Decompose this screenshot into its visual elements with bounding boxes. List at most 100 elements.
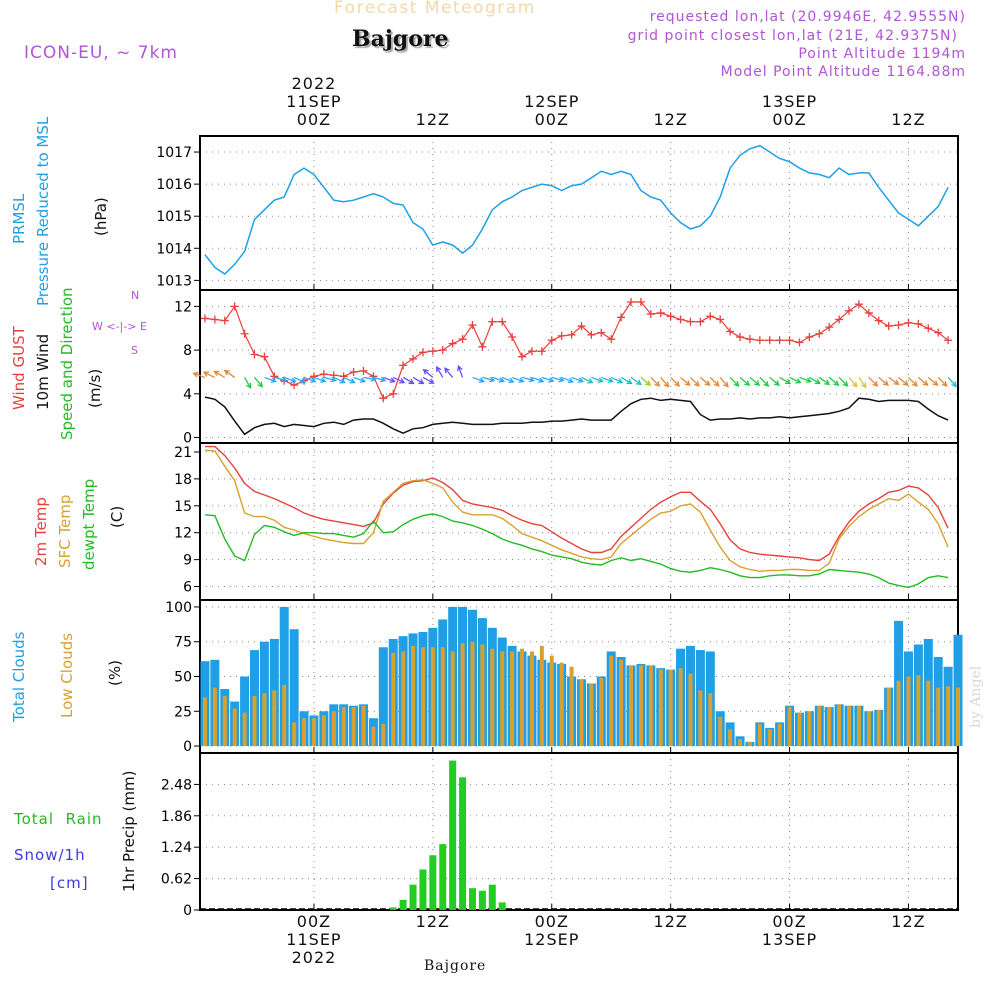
time-label-line: 12Z — [653, 912, 688, 931]
wind-arrow — [709, 376, 720, 387]
y-tick-label: 0 — [183, 431, 192, 447]
low-cloud-bar — [946, 686, 951, 747]
low-cloud-bar — [619, 659, 624, 747]
wind-arrow — [373, 376, 387, 383]
gust-marker — [914, 319, 923, 328]
tsfc-line — [204, 449, 949, 573]
low-cloud-bar — [470, 641, 475, 747]
y-tick-label: 100 — [165, 600, 192, 616]
gust-marker — [587, 330, 596, 339]
wind-arrow — [858, 377, 867, 389]
wind-arrow — [927, 376, 939, 387]
time-label-line: 12Z — [891, 110, 926, 129]
y-tick-label: 12 — [174, 526, 192, 542]
y-tick-label: 8 — [183, 343, 192, 359]
wind-arrow — [402, 376, 415, 385]
wind-arrow — [838, 376, 849, 387]
wind-arrow — [422, 368, 434, 378]
y-tick-label: 0 — [183, 739, 192, 755]
gust-marker — [656, 308, 665, 317]
time-label-line: 2022 — [291, 948, 337, 967]
y-tick-label: 2.48 — [161, 777, 192, 793]
low-cloud-bar — [638, 665, 643, 747]
low-cloud-bar — [510, 651, 515, 747]
wind-arrow — [293, 376, 307, 384]
low-cloud-bar — [847, 705, 852, 747]
gust-marker — [696, 317, 705, 326]
gust-marker — [924, 324, 933, 333]
total-rain-label: Total Rain — [14, 810, 103, 828]
wind-arrow — [690, 376, 700, 387]
y-tick-label: 1.24 — [161, 840, 192, 856]
gust-marker — [835, 315, 844, 324]
wind-arrow — [660, 377, 670, 388]
gust-marker — [627, 298, 636, 307]
gust-marker — [448, 339, 457, 348]
gust-marker — [389, 389, 398, 398]
time-label: 00Z 12SEP — [512, 913, 592, 949]
time-label: 12Z — [868, 111, 948, 129]
wind-arrow — [422, 376, 435, 384]
low-cloud-bar — [817, 705, 822, 747]
gust-marker — [438, 346, 447, 355]
gust-marker — [934, 328, 943, 337]
rain-bar — [468, 888, 476, 910]
wind-arrow — [799, 376, 813, 383]
low-cloud-bar — [282, 684, 287, 747]
gust-marker — [508, 332, 517, 341]
gust-marker — [686, 317, 695, 326]
t2m-line — [205, 445, 949, 562]
gust-marker — [884, 322, 893, 331]
time-label-line: 12SEP — [524, 930, 580, 949]
wind-arrow — [828, 376, 840, 387]
gust-marker — [518, 352, 527, 361]
gust-marker — [775, 336, 784, 345]
gust-marker — [944, 336, 953, 345]
time-label-line: 12Z — [653, 110, 688, 129]
wind-arrow — [501, 376, 515, 384]
low-cloud-bar — [747, 741, 752, 747]
low-cloud-bar — [272, 690, 277, 747]
time-label: 12SEP 00Z — [512, 93, 592, 129]
wind-arrow — [383, 376, 396, 383]
wind-arrow — [719, 377, 729, 388]
low-cloud-bar — [797, 712, 802, 747]
y-tick-label: 0.62 — [161, 872, 192, 888]
y-tick-label: 75 — [174, 635, 192, 651]
gust-marker — [557, 331, 566, 340]
y-tick-label: 1016 — [156, 177, 192, 193]
low-cloud-bar — [520, 648, 525, 747]
y-tick-label: 1015 — [156, 209, 192, 225]
wind-arrow — [789, 376, 802, 384]
time-label: 00Z 11SEP 2022 — [274, 913, 354, 967]
wind-arrow — [848, 377, 858, 388]
wind-arrow — [223, 369, 236, 378]
low-cloud-bar — [440, 647, 445, 747]
gust-marker — [607, 335, 616, 344]
time-label-line: 12Z — [415, 110, 450, 129]
low-cloud-bar — [420, 647, 425, 747]
low-cloud-bar — [668, 669, 673, 747]
gust-marker — [617, 313, 626, 322]
wind-arrow — [680, 376, 691, 387]
wind-arrow — [511, 376, 525, 383]
gust-marker — [745, 335, 754, 344]
wind-arrow — [283, 376, 297, 383]
rain-bar — [419, 869, 427, 910]
gust-marker — [458, 335, 467, 344]
low-cloud-bar — [450, 651, 455, 747]
wind-arrow — [818, 376, 831, 386]
wind-arrow — [947, 376, 958, 388]
low-cloud-bar — [738, 739, 743, 747]
low-cloud-bar — [837, 704, 842, 747]
y-tick-label: 18 — [174, 472, 192, 488]
gust-marker — [210, 315, 219, 324]
low-cloud-bar — [391, 652, 396, 747]
gust-marker — [795, 338, 804, 347]
low-cloud-bar — [302, 718, 307, 747]
low-cloud-bar — [876, 709, 881, 747]
time-label-line: 13SEP — [761, 92, 818, 111]
wind-arrow — [739, 376, 751, 387]
gust-marker — [736, 332, 745, 341]
gust-marker — [864, 308, 873, 317]
